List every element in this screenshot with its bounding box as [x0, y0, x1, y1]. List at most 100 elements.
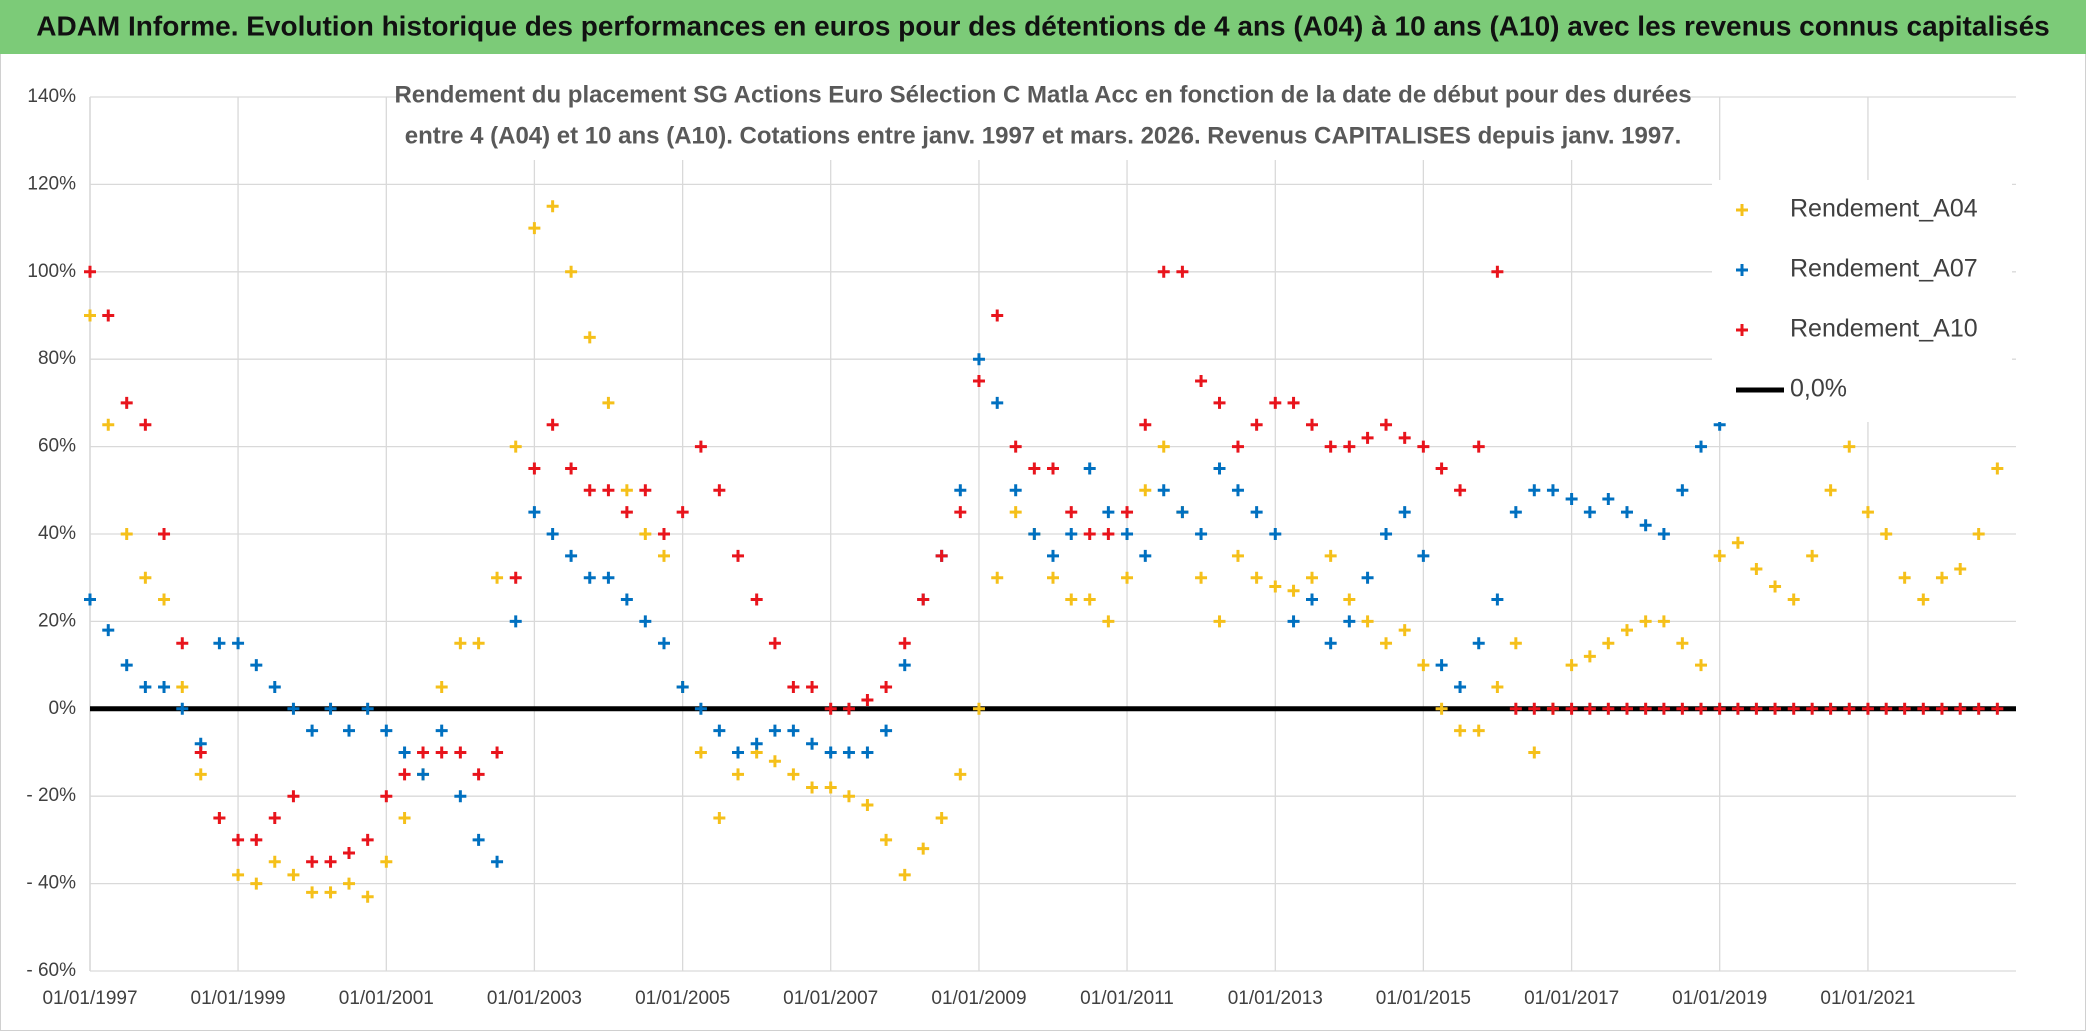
data-point — [1583, 702, 1596, 715]
data-point — [1806, 549, 1819, 562]
data-point — [1843, 440, 1856, 453]
chart-subtitle: entre 4 (A04) et 10 ans (A10). Cotations… — [405, 122, 1682, 149]
data-point — [1750, 562, 1763, 575]
legend-label: Rendement_A07 — [1790, 255, 1978, 283]
data-point — [898, 637, 911, 650]
data-point — [1250, 418, 1263, 431]
data-point — [1435, 702, 1448, 715]
data-point — [1454, 680, 1467, 693]
data-point — [1639, 615, 1652, 628]
data-point — [324, 855, 337, 868]
data-point — [435, 746, 448, 759]
data-point — [954, 506, 967, 519]
data-point — [1676, 484, 1689, 497]
data-point — [972, 375, 985, 388]
data-point — [1028, 528, 1041, 540]
data-point — [1676, 702, 1689, 715]
data-point — [1954, 562, 1967, 575]
data-point — [1695, 702, 1708, 715]
data-point — [1713, 702, 1726, 715]
data-point — [158, 680, 171, 693]
y-tick-label: 20% — [38, 610, 76, 631]
data-point — [417, 746, 430, 759]
data-point — [1769, 580, 1782, 593]
y-tick-label: 100% — [27, 261, 76, 282]
data-point — [1250, 571, 1263, 584]
data-point — [1398, 506, 1411, 519]
data-point — [954, 484, 967, 497]
data-point — [806, 737, 819, 750]
x-tick-label: 01/01/2015 — [1376, 988, 1471, 1009]
data-point — [1491, 680, 1504, 693]
data-point — [1176, 265, 1189, 278]
data-point — [158, 593, 171, 606]
legend-box — [1712, 180, 2012, 422]
data-point — [232, 868, 245, 881]
data-point — [917, 593, 930, 606]
data-point — [306, 855, 319, 868]
data-point — [880, 724, 893, 737]
y-tick-label: 120% — [27, 173, 76, 194]
data-point — [139, 680, 152, 693]
data-point — [1065, 593, 1078, 606]
data-point — [139, 571, 152, 584]
data-point — [1380, 528, 1393, 540]
data-point — [842, 746, 855, 759]
y-tick-label: 0% — [49, 698, 77, 719]
data-point — [787, 724, 800, 737]
data-point — [1565, 493, 1578, 506]
data-point — [1380, 418, 1393, 431]
data-point — [1250, 506, 1263, 519]
data-point — [1157, 440, 1170, 453]
data-point — [1417, 659, 1430, 672]
data-point — [1287, 396, 1300, 409]
data-point — [306, 724, 319, 737]
data-point — [1898, 702, 1911, 715]
data-point — [1231, 549, 1244, 562]
data-point — [398, 812, 411, 825]
data-point — [1639, 702, 1652, 715]
data-point — [120, 396, 133, 409]
data-point — [546, 200, 559, 213]
data-point — [1139, 418, 1152, 431]
data-point — [1269, 396, 1282, 409]
data-point — [713, 484, 726, 497]
data-point — [1491, 265, 1504, 278]
data-point — [361, 833, 374, 846]
x-tick-label: 01/01/2009 — [931, 988, 1026, 1009]
data-point — [1213, 615, 1226, 628]
data-point — [268, 812, 281, 825]
data-point — [84, 265, 96, 278]
data-point — [657, 549, 670, 562]
data-point — [1121, 506, 1134, 519]
data-point — [972, 702, 985, 715]
chart-subtitle: Rendement du placement SG Actions Euro S… — [394, 81, 1691, 108]
data-point — [232, 833, 245, 846]
data-point — [380, 855, 393, 868]
legend-marker — [1736, 204, 1748, 216]
data-point — [324, 886, 337, 899]
data-point — [1472, 440, 1485, 453]
data-point — [1769, 702, 1782, 715]
data-point — [1047, 571, 1059, 584]
data-point — [824, 781, 837, 794]
data-point — [176, 680, 189, 693]
y-tick-label: - 60% — [26, 960, 76, 981]
chart-title: ADAM Informe. Evolution historique des p… — [36, 10, 2049, 41]
data-point — [176, 702, 189, 715]
data-point — [491, 746, 504, 759]
data-point — [213, 637, 226, 650]
data-point — [194, 746, 207, 759]
data-point — [806, 680, 819, 693]
data-point — [954, 768, 967, 781]
data-point — [732, 768, 745, 781]
data-point — [472, 768, 485, 781]
data-point — [1472, 637, 1485, 650]
data-point — [361, 890, 374, 903]
y-tick-label: 60% — [38, 436, 76, 457]
data-point — [1380, 637, 1393, 650]
data-point — [1528, 484, 1541, 497]
data-point — [1602, 702, 1615, 715]
data-point — [1139, 484, 1152, 497]
